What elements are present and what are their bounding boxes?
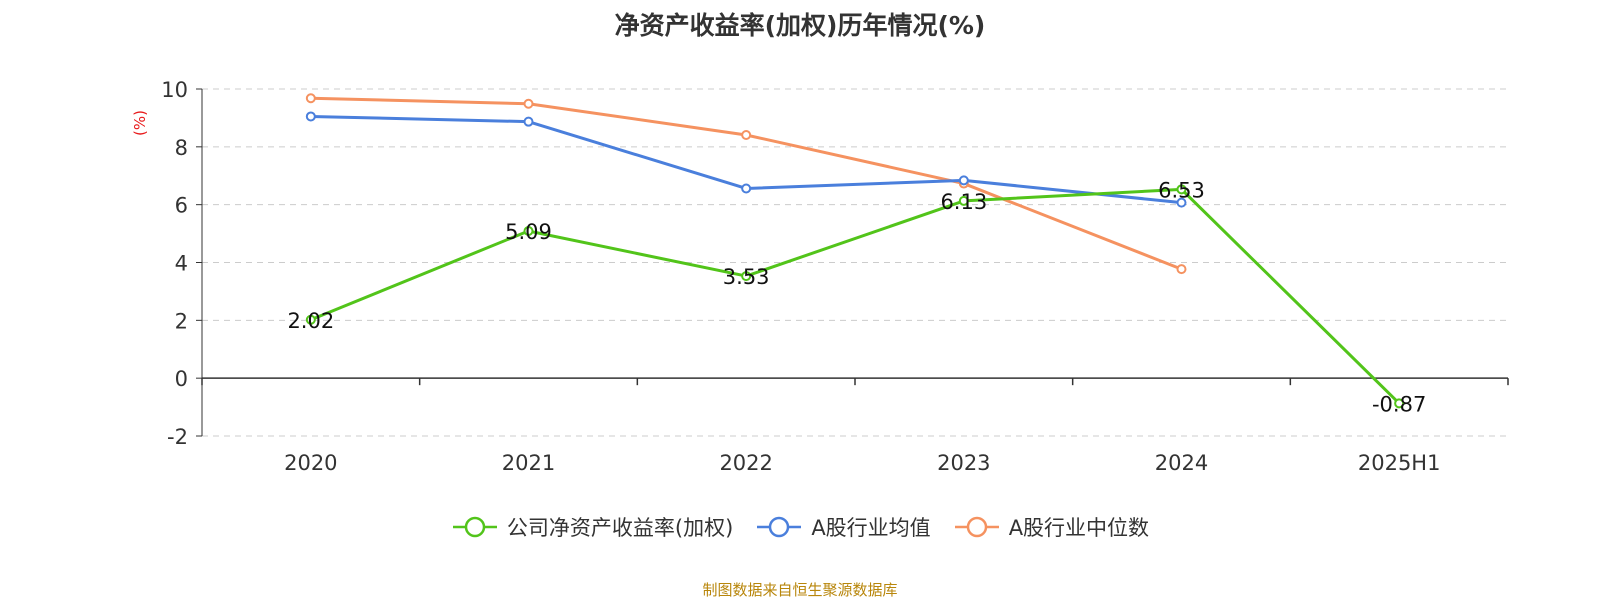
data-label: 6.53: [1158, 178, 1205, 202]
y-tick-label: 4: [175, 252, 188, 276]
x-tick-label: 2021: [502, 451, 555, 475]
legend-circle: [464, 516, 486, 538]
axes: -2 0 2 4 6 8 10 2020 2021 2022 2023 2024 2025H1: [161, 78, 1509, 475]
legend-item[interactable]: A股行业均值: [755, 512, 931, 542]
legend-marker-icon: [757, 516, 802, 538]
data-point: [523, 98, 534, 109]
data-point: [1176, 197, 1187, 208]
data-point: [523, 116, 534, 127]
y-tick-label: 10: [161, 78, 188, 102]
data-label: 5.09: [505, 220, 552, 244]
y-tick-label: 6: [175, 194, 188, 218]
data-label: 3.53: [723, 265, 770, 289]
legend-label: 公司净资产收益率(加权): [506, 516, 734, 540]
data-point: [305, 93, 316, 104]
series-lines: [310, 96, 1401, 405]
y-tick-label: -2: [167, 425, 188, 449]
legend-marker-icon: [452, 516, 497, 538]
data-label: -0.87: [1372, 392, 1426, 416]
legend-item[interactable]: 公司净资产收益率(加权): [451, 512, 733, 542]
data-point: [305, 111, 316, 122]
series-line: [310, 187, 1401, 405]
data-point: [958, 195, 969, 206]
legend-circle: [769, 516, 790, 538]
x-tick-label: 2020: [284, 451, 337, 475]
legend-label: A股行业中位数: [1008, 516, 1150, 540]
y-tick-label: 0: [175, 367, 188, 391]
grid-lines: [202, 88, 1508, 437]
data-point: [741, 129, 752, 140]
data-point: [741, 183, 752, 194]
legend-marker-icon: [954, 516, 999, 538]
legend-circle: [966, 516, 987, 538]
data-labels: 2.02 5.09 3.53 6.13 6.53 -0.87: [287, 178, 1426, 416]
data-label: 6.13: [940, 190, 987, 214]
data-label: 2.02: [287, 309, 334, 333]
data-point: [1394, 398, 1405, 409]
data-point: [305, 314, 316, 325]
y-tick-label: 2: [175, 309, 188, 333]
x-tick-label: 2025H1: [1358, 451, 1441, 475]
data-point: [1176, 264, 1187, 275]
x-tick-label: 2022: [719, 451, 772, 475]
chart-title: 净资产收益率(加权)历年情况(%): [614, 11, 986, 40]
data-point: [1176, 184, 1187, 195]
legend-item[interactable]: A股行业中位数: [953, 512, 1149, 542]
data-point: [958, 175, 969, 186]
data-point: [741, 271, 752, 282]
legend: 公司净资产收益率(加权) A股行业均值 A股行业中位数: [0, 512, 1600, 542]
data-points: [305, 93, 1405, 409]
x-tick-label: 2023: [937, 451, 990, 475]
y-tick-label: 8: [175, 136, 188, 160]
legend-label: A股行业均值: [811, 516, 931, 540]
source-note: 制图数据来自恒生聚源数据库: [702, 581, 898, 599]
x-tick-label: 2024: [1155, 451, 1208, 475]
data-point: [523, 225, 534, 236]
y-axis-label: (%): [131, 110, 149, 136]
